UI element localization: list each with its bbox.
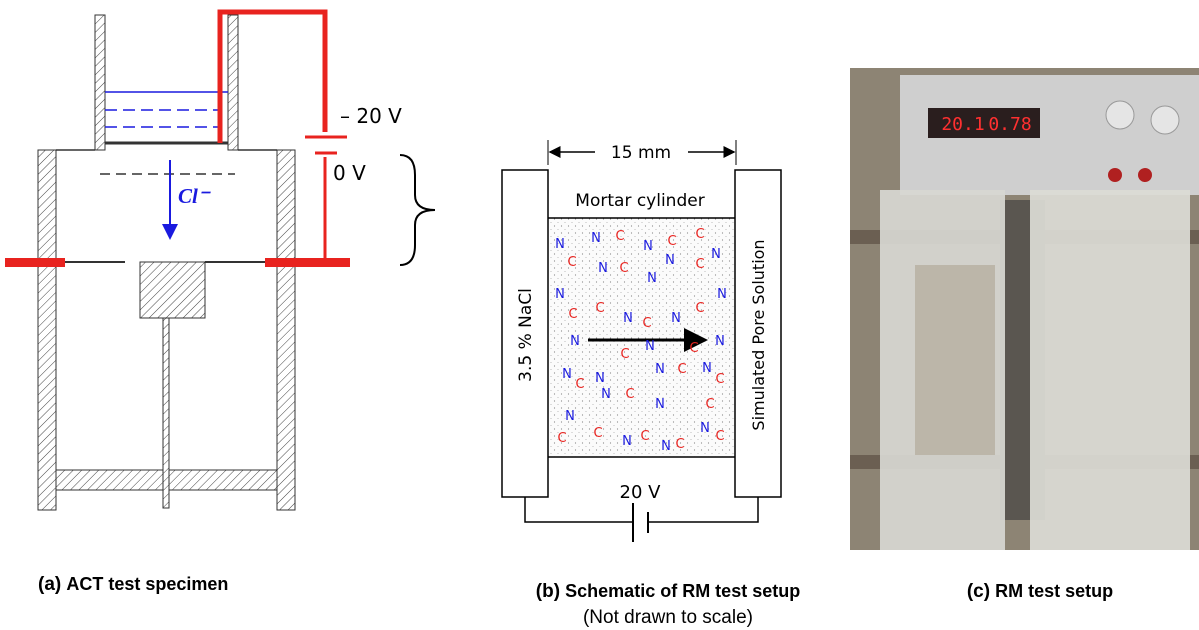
caption-label: (b): [536, 581, 560, 602]
caption-c: (c) RM test setup: [967, 581, 1113, 602]
ion-symbol: C: [642, 316, 651, 331]
figure: Cl⁻ – 20 V 0 V 15 mm Mortar cylinder 3.5…: [0, 0, 1199, 630]
caption-b: (b) Schematic of RM test setup: [536, 581, 800, 602]
ion-symbol: C: [568, 307, 577, 322]
ion-symbol: N: [562, 367, 572, 382]
ion-symbol: N: [702, 361, 712, 376]
ion-symbol: C: [595, 301, 604, 316]
ion-symbol: N: [595, 371, 605, 386]
panel-b: 15 mm Mortar cylinder 3.5 % NaCl Simulat…: [502, 140, 781, 542]
ion-symbol: N: [570, 334, 580, 349]
cathode-solution: Simulated Pore Solution: [749, 239, 768, 430]
ion-symbol: N: [661, 439, 671, 454]
ion-symbol: N: [565, 409, 575, 424]
ion-symbol: N: [711, 247, 721, 262]
anode-solution: 3.5 % NaCl: [516, 288, 536, 382]
ion-symbol: C: [715, 429, 724, 444]
ion-symbol: C: [620, 347, 629, 362]
ion-symbol: N: [700, 421, 710, 436]
voltage-high: – 20 V: [340, 104, 402, 128]
ion-symbol: N: [647, 271, 657, 286]
ion-symbol: C: [625, 387, 634, 402]
voltage-low: 0 V: [333, 161, 366, 185]
ion-symbol: N: [655, 362, 665, 377]
ion-symbol: C: [640, 429, 649, 444]
ion-symbol: C: [677, 362, 686, 377]
ion-symbol: C: [695, 301, 704, 316]
panel-a: Cl⁻ – 20 V 0 V: [5, 12, 435, 510]
ion-symbol: N: [591, 231, 601, 246]
ion-symbol: C: [557, 431, 566, 446]
caption-label: (c): [967, 581, 990, 602]
ion-symbol: C: [615, 229, 624, 244]
display-reading: 0.78: [988, 114, 1031, 135]
ion-symbol: N: [645, 339, 655, 354]
caption-note: (Not drawn to scale): [583, 607, 753, 628]
ion-symbol: C: [593, 426, 602, 441]
caption-label: (a): [38, 574, 61, 595]
ion-symbol: N: [643, 239, 653, 254]
ion-symbol: C: [619, 261, 628, 276]
ion-symbol: C: [689, 341, 698, 356]
ion-symbol: N: [671, 311, 681, 326]
ion-symbol: N: [655, 397, 665, 412]
panel-c-photo: 20.1 0.78: [850, 68, 1199, 550]
ion-symbol: C: [715, 372, 724, 387]
ion-symbol: C: [667, 234, 676, 249]
ion-label: Cl⁻: [178, 184, 211, 208]
ion-symbol: N: [601, 387, 611, 402]
caption-title: RM test setup: [995, 581, 1113, 601]
specimen-label: Mortar cylinder: [575, 191, 704, 211]
width-dimension: 15 mm: [611, 143, 671, 163]
ion-symbol: N: [598, 261, 608, 276]
ion-symbol: N: [555, 237, 565, 252]
ion-symbol: C: [705, 397, 714, 412]
ion-symbol: C: [695, 227, 704, 242]
caption-title: Schematic of RM test setup: [565, 581, 800, 601]
ion-symbol: C: [567, 255, 576, 270]
ion-symbol: N: [715, 334, 725, 349]
ion-symbol: C: [575, 377, 584, 392]
display-reading: 20.1: [941, 114, 984, 135]
ion-symbol: N: [622, 434, 632, 449]
ion-symbol: N: [623, 311, 633, 326]
ion-symbol: C: [695, 257, 704, 272]
ion-symbol: N: [555, 287, 565, 302]
ion-symbol: C: [675, 437, 684, 452]
caption-a: (a) ACT test specimen: [38, 574, 228, 595]
voltage-label: 20 V: [620, 482, 662, 503]
ion-symbol: N: [665, 253, 675, 268]
caption-title: ACT test specimen: [66, 574, 228, 594]
ion-symbol: N: [717, 287, 727, 302]
